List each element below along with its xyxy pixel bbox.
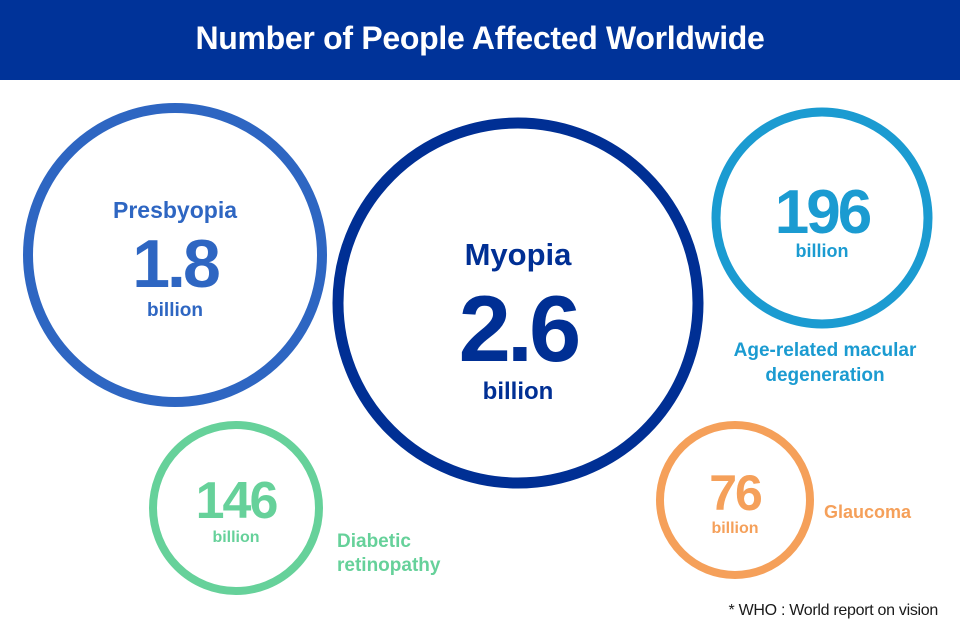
bubble-unit-presbyopia: billion <box>147 300 203 321</box>
bubble-amd: 196 billion Age-related macular degenera… <box>711 107 933 386</box>
bubble-label-diabetic-line1: Diabetic <box>337 531 411 552</box>
bubble-glaucoma: 76 billion Glaucoma <box>656 421 912 579</box>
bubble-label-diabetic-line2: retinopathy <box>337 555 441 576</box>
bubble-presbyopia: Presbyopia 1.8 billion <box>23 103 327 407</box>
header-bar: Number of People Affected Worldwide <box>0 0 960 80</box>
bubble-label-myopia: Myopia <box>465 237 573 272</box>
bubble-circle-presbyopia <box>23 103 327 407</box>
bubble-label-amd-line2: degeneration <box>765 365 884 386</box>
bubble-unit-myopia: billion <box>483 378 554 405</box>
bubble-value-glaucoma: 76 <box>709 465 761 521</box>
bubble-value-myopia: 2.6 <box>459 276 578 381</box>
bubble-chart: Presbyopia 1.8 billion Myopia 2.6 billio… <box>23 103 933 595</box>
bubble-label-presbyopia: Presbyopia <box>113 197 237 223</box>
bubble-label-glaucoma: Glaucoma <box>824 502 912 522</box>
bubble-label-amd-line1: Age-related macular <box>734 340 917 361</box>
bubble-value-amd: 196 <box>775 178 871 247</box>
bubble-unit-glaucoma: billion <box>711 520 758 537</box>
bubble-unit-amd: billion <box>796 241 849 261</box>
bubble-value-presbyopia: 1.8 <box>132 226 219 302</box>
bubble-unit-diabetic: billion <box>212 529 259 546</box>
page-title: Number of People Affected Worldwide <box>195 19 765 56</box>
bubble-circle-diabetic <box>149 421 323 595</box>
bubble-circle-amd <box>711 107 933 329</box>
source-footnote: * WHO : World report on vision <box>728 602 939 619</box>
bubble-circle-glaucoma <box>656 421 814 579</box>
bubble-diabetic: 146 billion Diabetic retinopathy <box>149 421 441 595</box>
bubble-circle-myopia <box>332 117 704 489</box>
bubble-value-diabetic: 146 <box>196 472 278 530</box>
bubble-myopia: Myopia 2.6 billion <box>332 117 704 489</box>
